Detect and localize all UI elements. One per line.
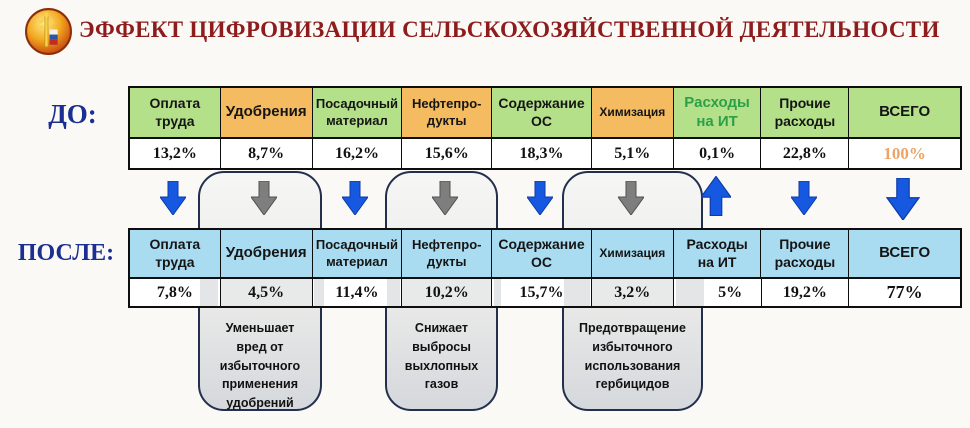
column-header-planting-material: Посадочный материал bbox=[311, 230, 402, 277]
callout-overlay-strip bbox=[676, 279, 704, 306]
column-header-it-costs: Расходы на ИТ bbox=[672, 88, 761, 137]
column-header-other-costs: Прочие расходы bbox=[760, 88, 849, 137]
down-arrow-labor-icon bbox=[160, 181, 186, 215]
callout-fertilizers-text: Уменьшает вред от избыточного применения… bbox=[219, 321, 301, 410]
callout-fuel-text: Снижает выбросы выхлопных газов bbox=[404, 321, 479, 392]
column-header-labor: Оплата труда bbox=[130, 88, 220, 137]
before-value-fixed-assets: 18,3% bbox=[491, 139, 591, 168]
column-header-other-costs: Прочие расходы bbox=[760, 230, 849, 277]
column-header-labor: Оплата труда bbox=[130, 230, 220, 277]
down-arrow-other-costs-icon bbox=[791, 181, 817, 215]
down-arrow-chemicals-icon bbox=[618, 181, 644, 215]
down-arrow-oil-products-icon bbox=[432, 181, 458, 215]
after-table-value-row: 7,8% 4,5% 11,4% 10,2% 15,7% 3,2% 5% 19,2… bbox=[130, 279, 960, 306]
before-value-fertilizers: 8,7% bbox=[219, 139, 312, 168]
after-value-oil-products: 10,2% bbox=[401, 279, 492, 306]
column-header-chemicals: Химизация bbox=[590, 88, 673, 137]
down-arrow-fertilizers-icon bbox=[251, 181, 277, 215]
callout-overlay-strip bbox=[200, 279, 218, 306]
before-table-value-row: 13,2% 8,7% 16,2% 15,6% 18,3% 5,1% 0,1% 2… bbox=[130, 139, 960, 168]
down-arrow-planting-material-icon bbox=[342, 181, 368, 215]
agriculture-ministry-logo-icon bbox=[25, 8, 72, 55]
down-arrow-fixed-assets-icon bbox=[527, 181, 553, 215]
callout-overlay-strip bbox=[494, 279, 501, 306]
slide-title: ЭФФЕКТ ЦИФРОВИЗАЦИИ СЕЛЬСКОХОЗЯЙСТВЕННОЙ… bbox=[79, 17, 940, 42]
before-value-chemicals: 5,1% bbox=[590, 139, 673, 168]
after-value-chemicals: 3,2% bbox=[590, 279, 673, 306]
after-table: Оплата труда Удобрения Посадочный матери… bbox=[128, 228, 962, 308]
before-value-planting-material: 16,2% bbox=[311, 139, 402, 168]
before-value-labor: 13,2% bbox=[130, 139, 220, 168]
column-header-planting-material: Посадочный материал bbox=[311, 88, 402, 137]
after-value-other-costs: 19,2% bbox=[760, 279, 849, 306]
column-header-fixed-assets: Содержание ОС bbox=[491, 230, 591, 277]
before-value-other-costs: 22,8% bbox=[760, 139, 849, 168]
after-value-total: 77% bbox=[848, 279, 960, 306]
column-header-fertilizers: Удобрения bbox=[219, 88, 312, 137]
column-header-fixed-assets: Содержание ОС bbox=[491, 88, 591, 137]
column-header-total: ВСЕГО bbox=[848, 88, 960, 137]
before-table-header-row: Оплата труда Удобрения Посадочный матери… bbox=[130, 88, 960, 139]
column-header-it-costs: Расходы на ИТ bbox=[672, 230, 761, 277]
before-table: Оплата труда Удобрения Посадочный матери… bbox=[128, 86, 962, 170]
before-value-total: 100% bbox=[848, 139, 960, 168]
after-value-fertilizers: 4,5% bbox=[219, 279, 312, 306]
after-value-planting-material: 11,4% bbox=[311, 279, 402, 306]
callout-overlay-strip bbox=[387, 279, 400, 306]
up-arrow-it-costs-icon bbox=[701, 176, 731, 216]
callout-overlay-strip bbox=[314, 279, 324, 306]
callout-herbicides-text: Предотвращение избыточного использования… bbox=[579, 321, 686, 392]
after-label: ПОСЛЕ: bbox=[17, 240, 115, 266]
after-table-header-row: Оплата труда Удобрения Посадочный матери… bbox=[130, 230, 960, 279]
before-value-oil-products: 15,6% bbox=[401, 139, 492, 168]
before-value-it-costs: 0,1% bbox=[672, 139, 761, 168]
column-header-oil-products: Нефтепро- дукты bbox=[401, 88, 492, 137]
column-header-oil-products: Нефтепро- дукты bbox=[401, 230, 492, 277]
column-header-chemicals: Химизация bbox=[590, 230, 673, 277]
down-arrow-total-icon bbox=[886, 178, 920, 220]
callout-overlay-strip bbox=[564, 279, 590, 306]
column-header-total: ВСЕГО bbox=[848, 230, 960, 277]
column-header-fertilizers: Удобрения bbox=[219, 230, 312, 277]
before-label: ДО: bbox=[48, 99, 97, 129]
